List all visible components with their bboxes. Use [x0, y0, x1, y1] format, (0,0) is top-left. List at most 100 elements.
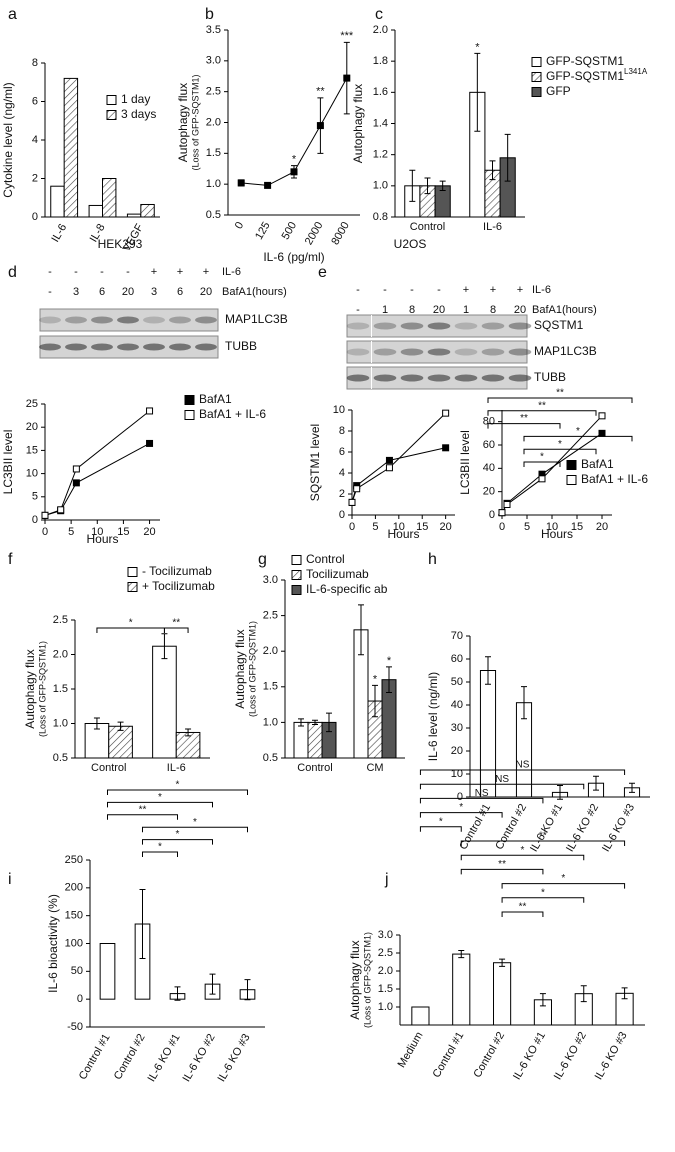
- y-tick-label: 0: [339, 509, 345, 521]
- condition-value: -: [356, 304, 360, 316]
- legend-label: IL-6-specific ab: [306, 582, 388, 596]
- point: [598, 429, 606, 437]
- x-tick-label: 10: [546, 521, 558, 533]
- significance: **: [556, 388, 564, 399]
- y-tick-label: 6: [32, 95, 38, 107]
- y-tick-label: 8: [339, 425, 345, 437]
- legend-label: 3 days: [121, 107, 156, 121]
- point: [72, 465, 80, 473]
- bar: [50, 185, 65, 218]
- blot-band: [195, 316, 217, 324]
- x-axis-label: Hours: [387, 527, 419, 541]
- condition-value: 3: [73, 286, 79, 298]
- error-bar: [593, 775, 599, 791]
- significance: *: [576, 426, 580, 437]
- significance-bracket: [419, 797, 544, 804]
- legend-swatch: [531, 57, 542, 67]
- significance: *: [540, 452, 544, 463]
- significance-bracket: [501, 911, 544, 917]
- legend-swatch: [127, 567, 138, 577]
- significance: *: [541, 887, 545, 898]
- condition-label: BafA1(hours): [222, 286, 287, 298]
- legend-label: GFP-SQSTM1: [546, 69, 624, 83]
- panel-letter: a: [8, 6, 17, 23]
- significance-bracket: [419, 769, 626, 775]
- x-tick-label: 10: [91, 526, 103, 538]
- line: [44, 442, 150, 516]
- significance: *: [292, 154, 297, 166]
- point: [146, 407, 154, 415]
- significance: *: [521, 845, 525, 856]
- y-tick-label: 0.8: [373, 211, 388, 223]
- y-tick-label: 3.0: [378, 929, 393, 941]
- y-axis-label: Autophagy flux: [176, 83, 190, 162]
- band-label: TUBB: [534, 370, 566, 384]
- panel-letter: i: [8, 871, 12, 888]
- y-tick-label: 1.5: [53, 683, 68, 695]
- significance: **: [520, 413, 528, 424]
- point: [57, 506, 65, 514]
- x-tick-label: 125: [253, 220, 273, 242]
- bar: [102, 178, 117, 218]
- bar: [293, 721, 309, 759]
- point: [316, 122, 324, 130]
- band-label: MAP1LC3B: [534, 344, 597, 358]
- y-tick-label: 3.0: [263, 574, 278, 586]
- blot-band: [195, 343, 217, 351]
- condition-value: -: [437, 284, 441, 296]
- x-tick-label: Control #1: [77, 1032, 113, 1082]
- y-axis-label: LC3BII level: [458, 430, 472, 495]
- y-tick-label: 0.5: [206, 209, 221, 221]
- legend-label: + Tocilizumab: [142, 579, 215, 593]
- significance: *: [158, 842, 162, 853]
- y-tick-label: 2.0: [206, 116, 221, 128]
- condition-value: -: [48, 286, 52, 298]
- y-tick-label: 20: [26, 421, 38, 433]
- blot-band: [117, 343, 139, 351]
- condition-value: 3: [151, 286, 157, 298]
- blot-band: [400, 322, 424, 330]
- significance-bracket: [523, 435, 633, 442]
- error-bar: [174, 986, 181, 1001]
- error-bar: [489, 160, 496, 181]
- x-tick-label: IL-6 KO #1: [146, 1032, 183, 1084]
- condition-value: -: [383, 284, 387, 296]
- blot-band: [481, 348, 505, 356]
- condition-value: 8: [409, 304, 415, 316]
- x-tick-label: IL-6 KO #3: [593, 1030, 630, 1082]
- y-tick-label: 10: [26, 468, 38, 480]
- panel-letter: g: [258, 551, 267, 568]
- y-tick-label: 1.0: [53, 717, 68, 729]
- y-tick-label: 10: [451, 768, 463, 780]
- point: [503, 501, 511, 508]
- blot-band: [454, 322, 478, 330]
- y-tick-label: 40: [451, 699, 463, 711]
- point: [343, 74, 351, 82]
- legend-superscript: L341A: [624, 67, 648, 76]
- blot-band: [169, 343, 191, 351]
- significance-bracket: [142, 826, 248, 833]
- error-bar: [485, 656, 491, 685]
- point: [146, 439, 154, 447]
- point: [237, 179, 245, 187]
- x-tick-label: Control: [410, 221, 445, 233]
- error-bar: [474, 52, 481, 132]
- x-tick-label: 0: [349, 521, 355, 533]
- significance: *: [176, 829, 180, 840]
- blot-band: [508, 374, 532, 382]
- blot-band: [39, 316, 61, 324]
- y-tick-label: 0: [457, 791, 463, 803]
- significance-bracket: [487, 397, 633, 403]
- x-tick-label: Control #2: [471, 1030, 507, 1080]
- significance: **: [172, 618, 180, 629]
- significance-bracket: [523, 461, 561, 467]
- blot-band: [373, 348, 397, 356]
- condition-value: +: [151, 266, 157, 278]
- legend-swatch: [566, 460, 577, 470]
- y-axis-label: Autophagy flux: [233, 629, 247, 708]
- y-tick-label: 2.0: [53, 648, 68, 660]
- x-tick-label: 5: [68, 526, 74, 538]
- panel-letter: b: [205, 6, 214, 23]
- y-axis-note: (Loss of GFP-SQSTM1): [362, 932, 372, 1028]
